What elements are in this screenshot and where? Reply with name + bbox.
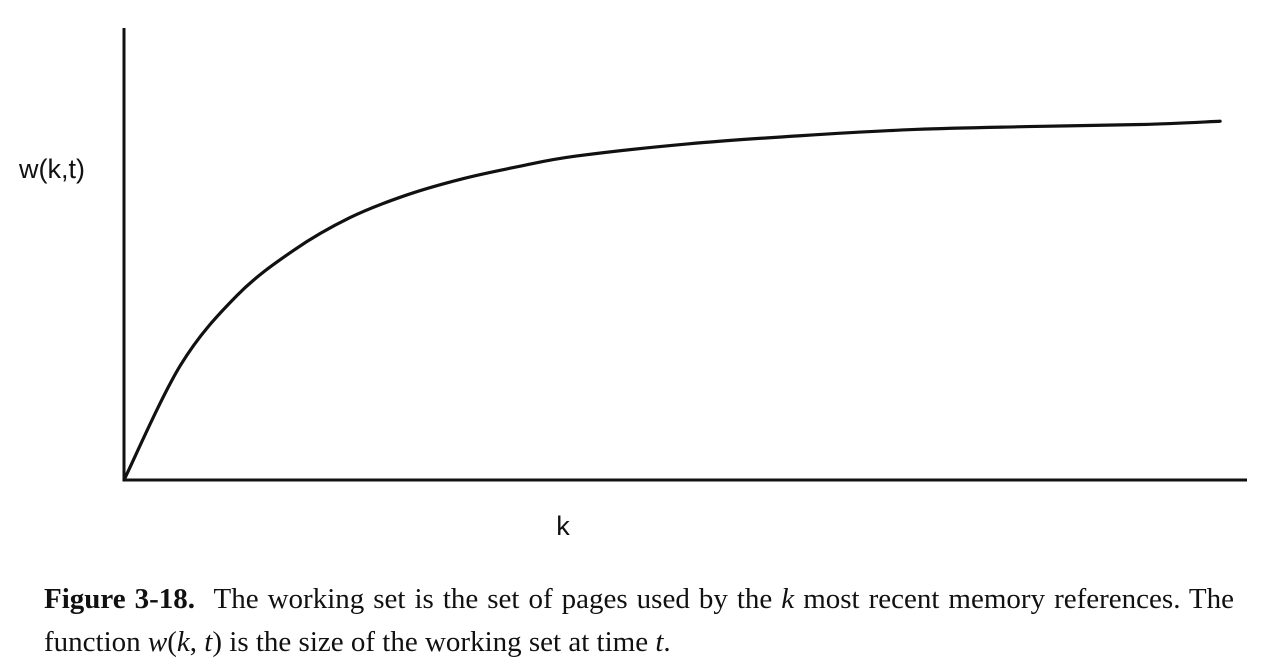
caption-comma: ,: [189, 626, 205, 658]
chart-area: w(k,t) k: [18, 28, 1247, 541]
caption-var-k2: k: [176, 626, 190, 658]
caption-paren-open: (: [167, 626, 177, 658]
chart-svg: w(k,t) k: [18, 28, 1247, 541]
caption-paren-close: ): [212, 626, 223, 658]
caption-var-t2: t: [655, 626, 664, 658]
caption-text-3: is the size of the working set at time: [229, 626, 649, 658]
caption-text-1: The working set is the set of pages used…: [213, 583, 773, 615]
caption-func-w: w: [147, 626, 168, 658]
figure-number: Figure 3-18.: [44, 583, 196, 615]
caption-text-2: most recent memory references. The funct…: [44, 583, 1235, 658]
caption-var-k: k: [781, 583, 795, 615]
y-axis-label: w(k,t): [18, 154, 85, 184]
caption-var-t: t: [204, 626, 213, 658]
x-axis-label: k: [556, 511, 570, 541]
series-line: [122, 119, 1222, 482]
figure-caption: Figure 3-18. The working set is the set …: [44, 578, 1234, 664]
caption-period: .: [663, 626, 671, 658]
